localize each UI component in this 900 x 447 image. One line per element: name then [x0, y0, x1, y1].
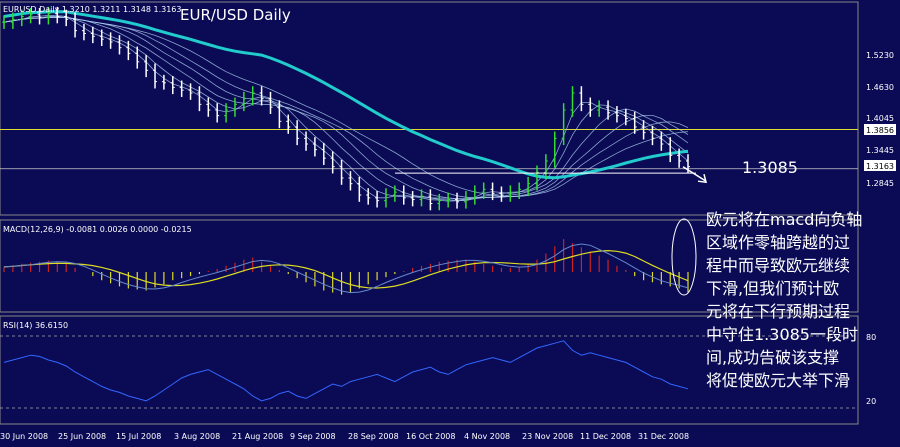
- price-panel-frame: [0, 1, 859, 216]
- x-axis-label: 9 Sep 2008: [290, 432, 336, 441]
- annotation-line: 中守住1.3085一段时: [706, 325, 858, 344]
- price-axis-label: 1.3445: [866, 146, 894, 155]
- current-price-badge: [864, 160, 896, 171]
- x-axis-label: 21 Aug 2008: [232, 432, 283, 441]
- x-axis-label: 4 Nov 2008: [464, 432, 510, 441]
- macd-info-label: MACD(12,26,9) -0.0081 0.0026 0.0000 -0.0…: [3, 225, 192, 234]
- macd-signal-line: [3, 249, 689, 289]
- x-axis-label: 3 Aug 2008: [174, 432, 220, 441]
- ma-ribbon-line: [3, 15, 689, 202]
- ma-long-line: [3, 10, 689, 180]
- price-layer: [0, 6, 858, 211]
- annotation-line: 元将在下行预期过程: [706, 302, 850, 321]
- x-axis-label: 30 Jun 2008: [0, 432, 48, 441]
- macd-panel-frame: [0, 219, 859, 313]
- annotation-line: 欧元将在macd向负轴: [706, 210, 862, 229]
- annotation-line: 区域作零轴跨越的过: [706, 233, 850, 252]
- highlight-price-text: 1.3856: [866, 126, 894, 135]
- x-axis-label: 31 Dec 2008: [638, 432, 689, 441]
- macd-line: [3, 243, 689, 294]
- annotation-line: 将促使欧元大举下滑: [706, 371, 850, 390]
- target-price-label: 1.3085: [742, 158, 798, 177]
- x-axis-labels: 30 Jun 2008 25 Jun 2008 15 Jul 2008 3 Au…: [0, 432, 689, 441]
- highlight-circle: [671, 218, 697, 296]
- x-axis-label: 23 Nov 2008: [522, 432, 573, 441]
- rsi-panel-frame: [0, 315, 859, 425]
- price-axis-label: 1.2845: [866, 179, 894, 188]
- annotation-text: 欧元将在macd向负轴 区域作零轴跨越的过 程中而导致欧元继续 下滑,但我们预计…: [706, 210, 862, 390]
- highlight-price-badge: [864, 124, 896, 135]
- rsi-line: [3, 340, 689, 402]
- x-axis-label: 15 Jul 2008: [116, 432, 161, 441]
- x-axis-label: 25 Jun 2008: [58, 432, 106, 441]
- price-info-label: EURUSD,Daily 1.3210 1.3211 1.3148 1.3163: [3, 5, 182, 14]
- price-axis-label: 1.5230: [866, 51, 894, 60]
- price-axis-label: 1.4045: [866, 114, 894, 123]
- ma-ribbon-line: [3, 16, 689, 201]
- ma-ribbon-line: [3, 16, 689, 198]
- arrow-head-icon: [697, 174, 707, 184]
- rsi-layer: [0, 335, 858, 409]
- x-axis-label: 28 Sep 2008: [348, 432, 399, 441]
- current-price-text: 1.3163: [866, 162, 894, 171]
- chart-title: EUR/USD Daily: [180, 6, 291, 24]
- x-axis-label: 16 Oct 2008: [406, 432, 455, 441]
- ma-ribbon-line: [3, 16, 689, 199]
- x-axis-label: 11 Dec 2008: [580, 432, 631, 441]
- arrow-down-icon: [682, 166, 707, 182]
- macd-layer: [3, 218, 697, 296]
- annotation-line: 下滑,但我们预计欧: [706, 279, 839, 298]
- rsi-info-label: RSI(14) 36.6150: [3, 321, 68, 330]
- rsi-axis-label: 20: [866, 397, 876, 406]
- annotation-line: 程中而导致欧元继续: [706, 256, 850, 275]
- price-axis-label: 1.4630: [866, 83, 894, 92]
- rsi-axis-label: 80: [866, 333, 876, 342]
- annotation-line: 间,成功告破该支撑: [706, 348, 839, 367]
